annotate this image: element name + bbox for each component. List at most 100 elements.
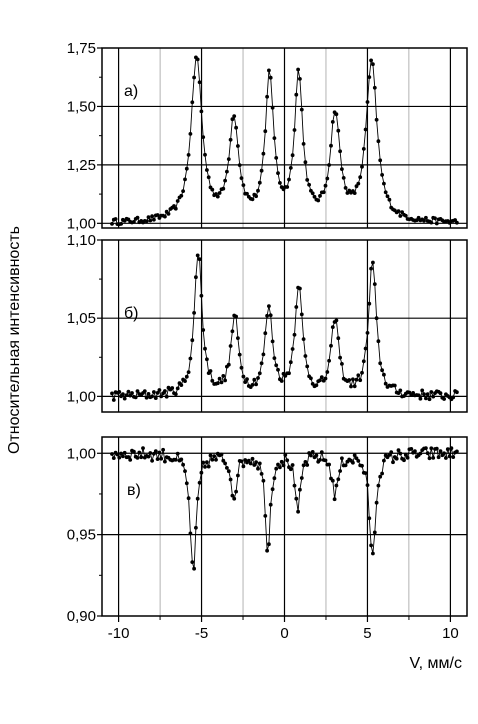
data-point: [153, 449, 158, 453]
data-point: [195, 253, 200, 258]
data-point: [142, 389, 147, 393]
data-point: [340, 167, 344, 172]
data-point: [181, 462, 186, 467]
data-point: [296, 509, 300, 514]
data-point: [319, 450, 324, 454]
data-point: [175, 386, 180, 391]
data-point: [124, 393, 129, 397]
data-point: [318, 378, 322, 383]
x-tick-label: -5: [195, 625, 208, 642]
data-point: [294, 92, 299, 97]
data-point: [272, 356, 277, 360]
data-point: [184, 374, 189, 379]
data-point: [352, 384, 357, 389]
data-point: [161, 447, 166, 452]
data-point: [237, 163, 242, 168]
data-point: [374, 316, 379, 321]
data-point: [329, 143, 333, 148]
data-point: [188, 531, 193, 536]
data-point: [261, 352, 266, 357]
data-point: [139, 455, 144, 460]
data-point: [228, 477, 233, 482]
data-point: [442, 397, 446, 401]
data-point: [121, 392, 125, 397]
data-point: [155, 391, 160, 395]
data-point: [119, 222, 123, 226]
spectrum-series: [110, 446, 459, 571]
data-point: [281, 463, 286, 468]
data-point: [351, 377, 355, 382]
data-point: [210, 378, 215, 383]
data-point: [327, 462, 331, 467]
data-point: [372, 85, 377, 90]
data-point: [223, 378, 228, 383]
panel-3: 0,90 0,95 1,00 в): [67, 436, 468, 625]
data-point: [110, 452, 114, 456]
data-point: [330, 120, 335, 124]
x-tick-label: 0: [280, 625, 288, 642]
data-point: [241, 464, 246, 469]
data-point: [369, 266, 373, 271]
data-point: [376, 139, 381, 144]
data-point: [166, 212, 171, 216]
data-point: [259, 168, 264, 173]
data-point: [113, 217, 118, 221]
data-point: [318, 194, 322, 198]
data-point: [179, 457, 184, 462]
data-point: [270, 339, 275, 344]
data-point: [325, 176, 330, 181]
data-point: [212, 454, 217, 458]
data-point: [226, 157, 231, 162]
y-tick-label: 1,00: [67, 215, 96, 232]
y-tick-label: 1,75: [67, 40, 96, 57]
data-point: [226, 362, 231, 367]
data-point: [369, 58, 373, 63]
data-point: [367, 301, 372, 306]
data-point: [290, 153, 295, 158]
data-point: [117, 455, 122, 460]
data-point: [299, 476, 304, 480]
data-point: [318, 458, 322, 462]
y-tick-label: 1,25: [67, 157, 96, 174]
data-point: [288, 166, 293, 170]
data-point: [278, 465, 282, 470]
data-point: [294, 496, 299, 501]
data-point: [327, 358, 331, 363]
data-point: [391, 460, 395, 465]
data-point: [133, 395, 138, 400]
panel-label: в): [127, 482, 141, 499]
data-point: [219, 452, 224, 457]
data-point: [330, 325, 335, 329]
data-point: [210, 187, 215, 192]
data-point: [372, 282, 377, 286]
data-point: [117, 390, 122, 394]
data-point: [190, 100, 195, 105]
data-point: [303, 354, 308, 358]
data-point: [206, 464, 211, 469]
data-point: [371, 260, 375, 265]
data-point: [241, 183, 246, 188]
data-point: [126, 455, 131, 459]
data-point: [445, 447, 450, 452]
data-point: [267, 68, 271, 73]
data-point: [433, 216, 437, 221]
data-point: [121, 454, 125, 459]
data-point: [327, 163, 331, 167]
data-point: [398, 214, 403, 218]
data-point: [195, 496, 200, 501]
data-point: [276, 462, 280, 467]
data-point: [310, 191, 315, 196]
data-point: [429, 446, 434, 451]
data-point: [387, 453, 392, 457]
data-point: [290, 347, 295, 351]
data-point: [274, 363, 279, 368]
data-point: [332, 497, 337, 502]
data-point: [270, 487, 275, 492]
data-point: [135, 215, 140, 220]
data-point: [424, 396, 428, 401]
data-point: [119, 451, 123, 456]
data-point: [175, 451, 180, 456]
data-point: [219, 380, 224, 385]
data-point: [429, 390, 434, 394]
data-point: [230, 493, 235, 498]
